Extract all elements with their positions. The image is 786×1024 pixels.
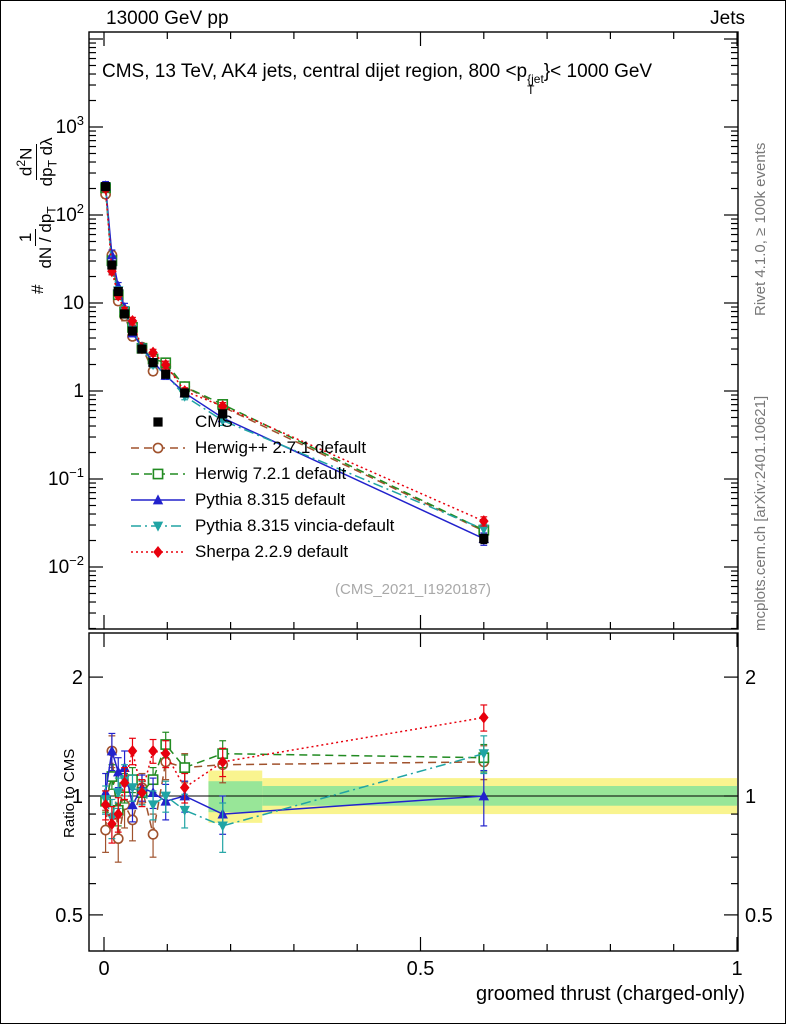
ratio-y-axis-ticks <box>89 676 738 916</box>
ratio-y-tick-label-left: 0.5 <box>55 905 83 927</box>
legend-marker-sample <box>153 417 163 427</box>
ylabel-fraction: d2N dpT dλ <box>14 137 60 187</box>
legend-label: Pythia 8.315 default <box>195 490 346 509</box>
main-y-axis-ticks <box>89 38 738 630</box>
ylabel-fraction: 1 dN / dpT <box>15 206 59 269</box>
ylabel-hash: # <box>27 284 47 294</box>
mcplots-citation-label: mcplots.cern.ch [arXiv:2401.10621] <box>752 395 769 631</box>
ratio-y-tick-label-left: 2 <box>72 667 83 689</box>
main-y-tick-label: 10 <box>63 293 84 314</box>
legend-marker-sample <box>131 521 185 532</box>
series-cms <box>100 182 489 545</box>
main-y-tick-label: 10−2 <box>48 553 84 578</box>
main-y-axis-label: #1 dN / dpT d2N dpT dλ <box>14 133 60 294</box>
header-beam-label: 13000 GeV pp <box>106 8 229 29</box>
legend-marker-sample <box>131 468 185 480</box>
legend-item-herwig-2-7-1-default: Herwig++ 2.7.1 default <box>129 435 394 461</box>
ratio-panel-frame <box>88 632 739 952</box>
main-panel-frame <box>88 31 739 630</box>
ratio-y-tick-label-right: 2 <box>745 667 756 689</box>
ratio-y-tick-label-right: 1 <box>745 786 756 808</box>
legend-marker-sample <box>131 494 185 505</box>
analysis-id-watermark: (CMS_2021_I1920187) <box>335 581 491 598</box>
legend-label: Herwig 7.2.1 default <box>195 464 347 483</box>
legend-marker-sample <box>131 442 185 454</box>
rivet-version-label: Rivet 4.1.0, ≥ 100k events <box>752 142 769 316</box>
x-axis-label: groomed thrust (charged-only) <box>475 983 745 1005</box>
main-y-tick-label: 102 <box>56 201 84 226</box>
legend-item-pythia-8-315-vincia-default: Pythia 8.315 vincia-default <box>129 513 394 539</box>
legend: CMS Herwig++ 2.7.1 default Herwig 7.2.1 de… <box>129 409 394 565</box>
x-tick-label: 0.5 <box>407 958 435 980</box>
x-axis-ticks <box>103 32 738 951</box>
ratio-y-axis-label: Ratio to CMS <box>61 748 78 838</box>
legend-label: CMS <box>195 412 233 431</box>
legend-item-sherpa-2-2-9-default: Sherpa 2.2.9 default <box>129 539 394 565</box>
main-y-tick-label: 1 <box>73 381 84 402</box>
legend-label: Herwig++ 2.7.1 default <box>195 438 367 457</box>
legend-marker-sample <box>131 546 185 558</box>
legend-label: Sherpa 2.2.9 default <box>195 542 349 561</box>
legend-label: Pythia 8.315 vincia-default <box>195 516 395 535</box>
ratio-y-tick-label-left: 1 <box>72 786 83 808</box>
main-y-tick-label: 10−1 <box>48 465 84 490</box>
header-category-label: Jets <box>710 8 745 29</box>
ratio-y-tick-label-right: 0.5 <box>745 905 773 927</box>
legend-item-herwig-7-2-1-default: Herwig 7.2.1 default <box>129 461 394 487</box>
x-tick-label: 0 <box>98 958 109 980</box>
x-tick-label: 1 <box>731 958 742 980</box>
plot-title: CMS, 13 TeV, AK4 jets, central dijet reg… <box>102 61 653 97</box>
legend-item-pythia-8-315-default: Pythia 8.315 default <box>129 487 394 513</box>
legend-item-cms: CMS <box>129 409 394 435</box>
